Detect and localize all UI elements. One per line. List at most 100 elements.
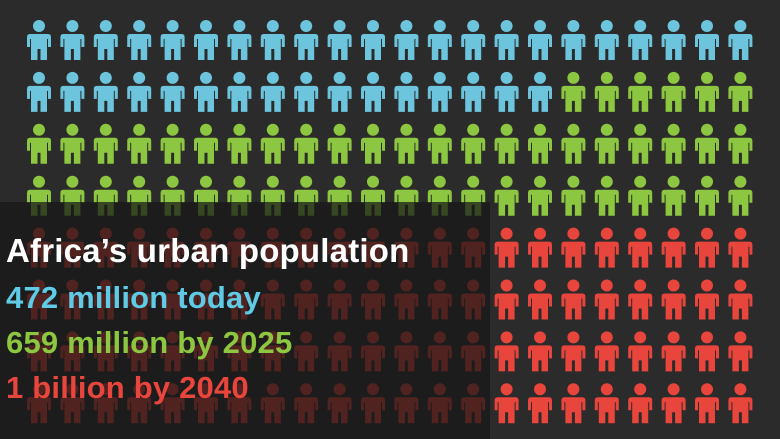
stat-2040: 1 billion by 2040 (6, 370, 249, 405)
person-icon (60, 71, 85, 112)
person-icon (494, 227, 519, 268)
person-icon (127, 71, 152, 112)
person-icon (27, 123, 51, 164)
person-icon (294, 20, 319, 60)
person-icon (260, 71, 285, 112)
person-icon (728, 383, 753, 424)
person-icon (661, 383, 686, 424)
person-icon (661, 279, 686, 320)
person-icon (594, 71, 619, 112)
person-icon (127, 123, 152, 164)
stat-2025: 659 million by 2025 (6, 325, 293, 360)
person-icon (27, 20, 51, 60)
person-icon (628, 227, 653, 268)
person-icon (561, 20, 586, 60)
person-icon (494, 123, 519, 164)
person-icon (528, 227, 552, 268)
person-icon (561, 383, 586, 424)
person-icon (160, 123, 185, 164)
person-icon (628, 71, 653, 112)
person-icon (327, 20, 352, 60)
person-icon (194, 123, 218, 164)
person-icon (661, 175, 686, 216)
person-icon (695, 71, 719, 112)
person-icon (695, 331, 719, 372)
person-icon (227, 20, 252, 60)
person-icon (327, 71, 352, 112)
person-icon (294, 71, 319, 112)
person-icon (60, 20, 85, 60)
person-icon (594, 123, 619, 164)
person-icon (628, 279, 653, 320)
person-icon (394, 20, 419, 60)
person-icon (494, 383, 519, 424)
person-icon (695, 123, 719, 164)
person-icon (194, 20, 218, 60)
person-icon (160, 71, 185, 112)
person-icon (260, 123, 285, 164)
person-icon (93, 71, 118, 112)
person-icon (528, 383, 552, 424)
person-icon (394, 123, 419, 164)
person-icon (528, 71, 552, 112)
person-icon (695, 175, 719, 216)
stat-today: 472 million today (6, 280, 261, 315)
person-icon (27, 71, 51, 112)
person-icon (561, 175, 586, 216)
person-icon (728, 227, 753, 268)
person-icon (594, 227, 619, 268)
person-icon (628, 20, 653, 60)
person-icon (661, 227, 686, 268)
person-icon (561, 331, 586, 372)
person-icon (194, 71, 218, 112)
person-icon (227, 123, 252, 164)
person-icon (561, 279, 586, 320)
person-icon (361, 123, 385, 164)
person-icon (494, 175, 519, 216)
person-icon (93, 20, 118, 60)
person-icon (594, 279, 619, 320)
person-icon (361, 20, 385, 60)
person-icon (594, 20, 619, 60)
person-icon (93, 123, 118, 164)
person-icon (661, 123, 686, 164)
person-icon (695, 227, 719, 268)
person-icon (327, 123, 352, 164)
person-icon (561, 227, 586, 268)
person-icon (695, 383, 719, 424)
person-icon (561, 123, 586, 164)
person-icon (628, 331, 653, 372)
text-panel (0, 202, 490, 439)
person-icon (361, 71, 385, 112)
person-icon (728, 279, 753, 320)
person-icon (661, 71, 686, 112)
person-icon (628, 175, 653, 216)
person-icon (594, 331, 619, 372)
person-icon (561, 71, 586, 112)
person-icon (695, 20, 719, 60)
person-icon (60, 123, 85, 164)
person-icon (594, 383, 619, 424)
person-icon (427, 20, 452, 60)
person-icon (494, 20, 519, 60)
person-icon (461, 20, 486, 60)
person-icon (427, 123, 452, 164)
person-icon (227, 71, 252, 112)
person-icon (494, 279, 519, 320)
person-icon (294, 123, 319, 164)
person-icon (661, 331, 686, 372)
person-icon (127, 20, 152, 60)
person-icon (728, 71, 753, 112)
person-icon (728, 331, 753, 372)
person-icon (461, 71, 486, 112)
person-icon (528, 123, 552, 164)
person-icon (494, 331, 519, 372)
person-icon (695, 279, 719, 320)
person-icon (728, 123, 753, 164)
person-icon (528, 175, 552, 216)
person-icon (628, 383, 653, 424)
person-icon (728, 20, 753, 60)
person-icon (427, 71, 452, 112)
person-icon (594, 175, 619, 216)
